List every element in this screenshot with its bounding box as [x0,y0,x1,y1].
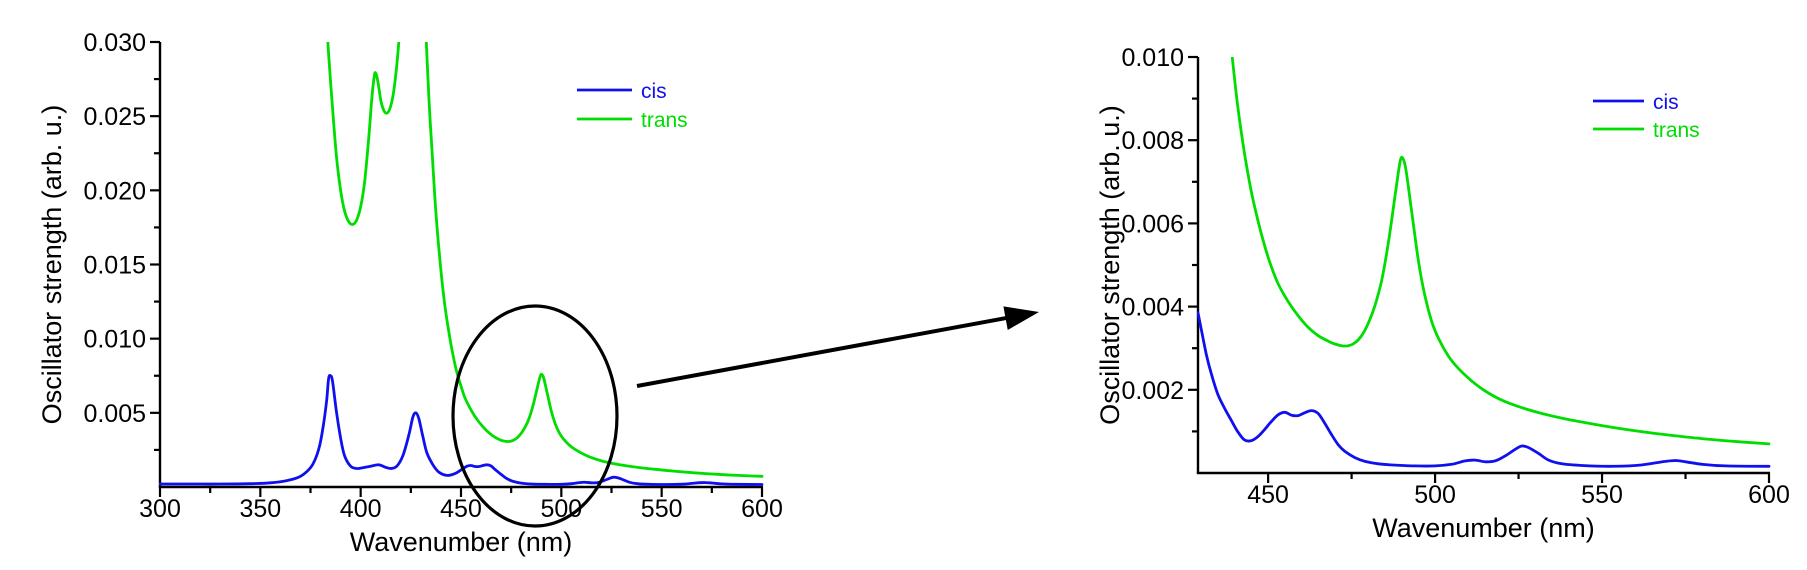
highlight-ellipse [451,304,619,528]
series-line-trans [326,42,764,478]
x-tick-label: 500 [1414,481,1456,509]
x-tick-label: 550 [1581,481,1623,509]
y-tick-label: 0.020 [83,177,146,205]
x-axis-label: Wavenumber (nm) [1372,513,1595,543]
y-tick-label: 0.010 [1121,44,1184,72]
x-tick-label: 300 [139,495,181,523]
series-line-cis [159,374,764,486]
legend-label-cis: cis [1653,91,1679,114]
legend-label-cis: cis [641,80,667,103]
legend-label-trans: trans [1653,119,1700,142]
x-tick-label: 450 [440,495,482,523]
x-tick-label: 600 [1748,481,1790,509]
y-tick-label: 0.002 [1121,377,1184,405]
series-line-cis [1197,311,1771,468]
y-axis-label: Oscillator strength (arb. u.) [37,105,67,425]
y-tick-label: 0.006 [1121,210,1184,238]
x-tick-label: 600 [741,495,783,523]
chart-full-spectrum: 300 350 400 450 500 550 600 0.005 0.010 0.015 0.02… [37,29,783,557]
y-axis-label: Oscillator strength (arb. u.) [1095,105,1125,425]
y-tick-label: 0.008 [1121,127,1184,155]
x-tick-label: 350 [239,495,281,523]
y-tick-label: 0.004 [1121,294,1184,322]
x-tick-label: 550 [641,495,683,523]
y-tick-label: 0.025 [83,103,146,131]
zoom-arrow-shaft [636,315,1012,388]
chart-zoom-region: 450 500 550 600 0.002 0.004 0.006 0.008 0.010 Wav… [1095,44,1790,543]
y-tick-label: 0.015 [83,252,146,280]
y-tick-label: 0.030 [83,29,146,57]
zoom-arrow-head [1003,306,1039,330]
x-tick-label: 500 [540,495,582,523]
series-line-trans [1230,57,1771,446]
y-tick-label: 0.010 [83,326,146,354]
legend-label-trans: trans [641,109,688,132]
y-tick-label: 0.005 [83,400,146,428]
x-axis-label: Wavenumber (nm) [350,527,573,557]
x-tick-label: 400 [340,495,382,523]
x-tick-label: 450 [1247,481,1289,509]
